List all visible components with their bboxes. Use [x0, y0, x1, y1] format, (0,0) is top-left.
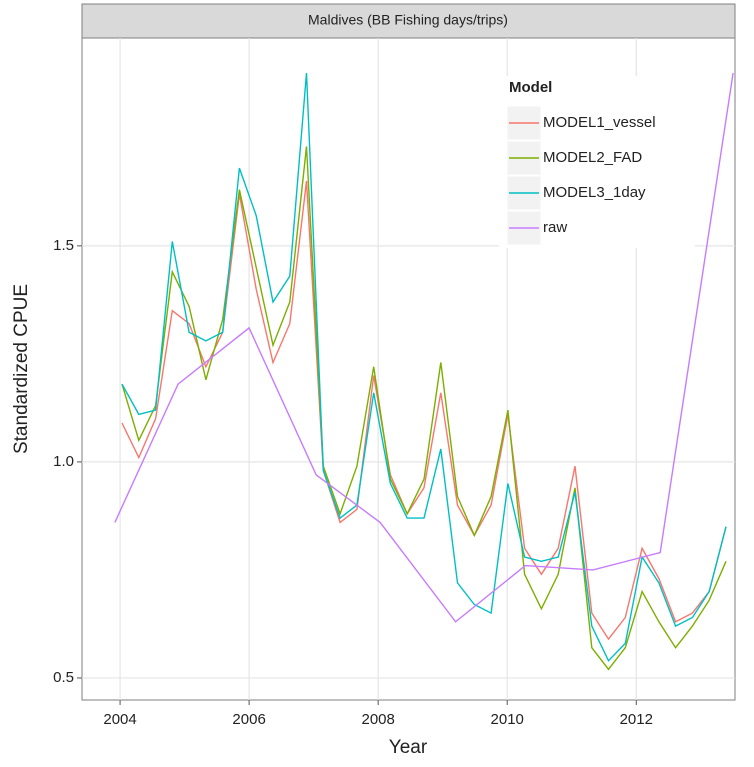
legend-label: MODEL2_FAD	[543, 149, 642, 166]
y-tick-label: 1.0	[53, 453, 74, 470]
line	[121, 146, 727, 671]
line	[114, 72, 734, 623]
strip-title: Maldives (BB Fishing days/trips)	[308, 12, 508, 28]
strip	[81, 3, 736, 39]
line	[121, 72, 727, 662]
x-axis-title: Year	[389, 737, 428, 758]
y-tick-label: 0.5	[53, 669, 74, 686]
y-tick-label: 1.5	[53, 237, 74, 254]
legend-label: raw	[543, 219, 567, 236]
x-tick-label: 2006	[232, 711, 265, 728]
x-tick-label: 2012	[620, 711, 653, 728]
legend-title: Model	[509, 79, 552, 96]
legend: Model MODEL1_vessel MODEL2_FAD MODEL3_1dayr…	[499, 76, 695, 248]
legend-label: MODEL3_1day	[543, 184, 646, 201]
x-tick-label: 2010	[491, 711, 524, 728]
x-tick-label: 2008	[361, 711, 394, 728]
legend-label: MODEL1_vessel	[543, 114, 656, 131]
lines	[114, 72, 734, 671]
y-axis-title: Standardized CPUE	[11, 284, 32, 454]
x-tick-label: 2004	[103, 711, 136, 728]
